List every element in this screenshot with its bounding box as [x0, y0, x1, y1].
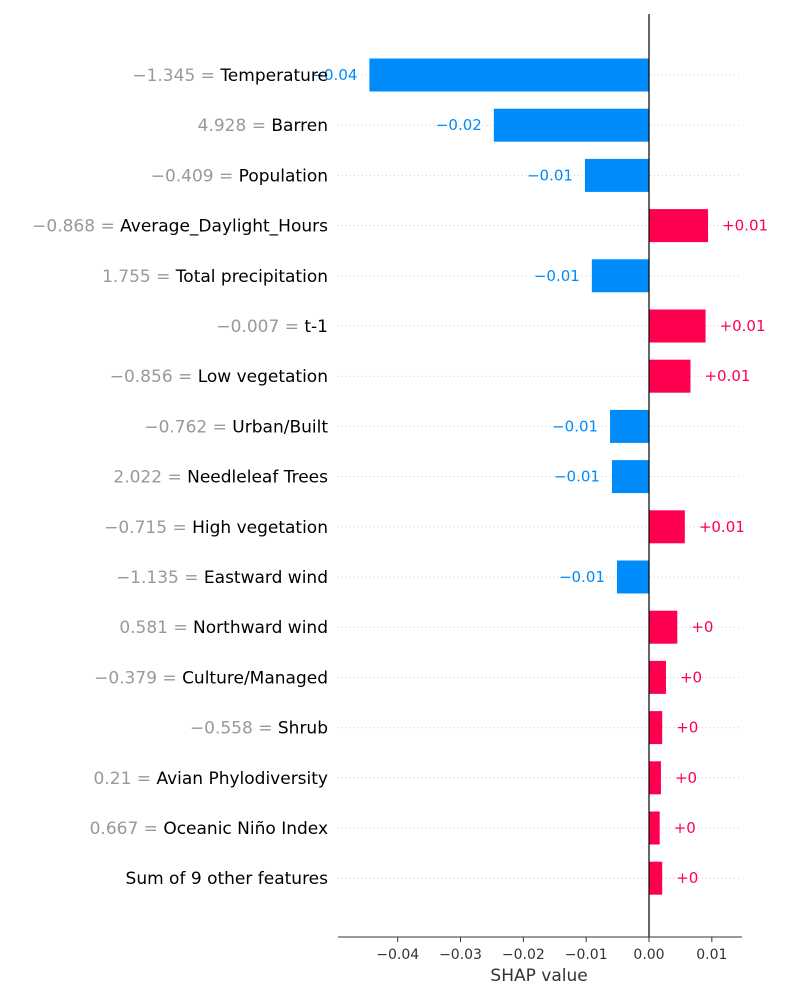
bar-value-label: +0: [675, 769, 697, 787]
feature-value-text: −0.715 =: [104, 518, 192, 538]
bar: [369, 58, 650, 92]
bar: [649, 359, 691, 393]
bar-value-label: +0: [680, 668, 702, 686]
feature-value-text: −0.007 =: [216, 317, 304, 337]
feature-value-text: 0.21 =: [94, 769, 157, 789]
x-axis-label: SHAP value: [490, 966, 587, 986]
feature-labels: −1.345 = Temperature 4.928 = Barren −0.409…: [32, 66, 328, 889]
feature-label: 0.667 = Oceanic Niño Index: [90, 819, 328, 839]
bar: [493, 108, 650, 142]
feature-value-text: 0.581 =: [119, 618, 193, 638]
bar: [649, 610, 678, 644]
feature-label: −0.379 = Culture/Managed: [94, 668, 328, 688]
bar: [610, 409, 650, 443]
bar: [649, 711, 663, 745]
bar-value-label: +0.01: [722, 217, 768, 235]
x-tick-label: 0.00: [633, 947, 664, 963]
feature-value-text: −0.762 =: [144, 417, 232, 437]
bar-value-label: +0: [676, 869, 698, 887]
feature-name-text: Low vegetation: [198, 367, 328, 387]
bar: [649, 510, 685, 544]
bar-value-label: −0.01: [559, 568, 605, 586]
feature-label: 2.022 = Needleleaf Trees: [113, 468, 328, 488]
feature-name-text: Total precipitation: [175, 267, 328, 287]
feature-name-text: Barren: [271, 116, 328, 136]
feature-name-text: Northward wind: [193, 618, 328, 638]
feature-name-text: Needleleaf Trees: [187, 468, 328, 488]
feature-label: −0.868 = Average_Daylight_Hours: [32, 217, 328, 237]
x-tick-label: 0.01: [696, 947, 727, 963]
bar: [649, 209, 709, 243]
bar: [611, 460, 650, 494]
feature-value-text: 2.022 =: [113, 468, 187, 488]
feature-name-text: Oceanic Niño Index: [163, 819, 328, 839]
feature-name-text: Avian Phylodiversity: [156, 769, 328, 789]
feature-value-text: −0.558 =: [190, 719, 278, 739]
bar: [616, 560, 650, 594]
feature-name-text: High vegetation: [192, 518, 328, 538]
feature-value-text: 1.755 =: [102, 267, 176, 287]
feature-value-text: 0.667 =: [90, 819, 164, 839]
x-tick-label: −0.02: [502, 947, 545, 963]
feature-value-text: −0.409 =: [151, 166, 239, 186]
bar: [649, 761, 661, 795]
bar: [649, 309, 706, 343]
feature-name-text: Eastward wind: [204, 568, 328, 588]
feature-value-text: −1.135 =: [116, 568, 204, 588]
bar: [584, 158, 650, 192]
bar-value-label: −0.01: [534, 267, 580, 285]
bar-value-labels: −0.04 −0.02 −0.01 +0.01 −0.01 +0.01 +0.01 −0.01…: [311, 66, 768, 887]
feature-name-text: t-1: [304, 317, 328, 337]
feature-value-text: −0.856 =: [110, 367, 198, 387]
bar-value-label: +0: [676, 719, 698, 737]
bar-value-label: +0.01: [699, 518, 745, 536]
x-tick-label: −0.04: [376, 947, 419, 963]
feature-name-text: Shrub: [278, 719, 328, 739]
feature-name-text: Average_Daylight_Hours: [120, 217, 328, 237]
bar-value-label: −0.04: [311, 66, 357, 84]
feature-label: −0.007 = t-1: [216, 317, 328, 337]
feature-name-text: Urban/Built: [232, 417, 328, 437]
bar: [649, 861, 663, 895]
feature-label: −0.409 = Population: [151, 166, 328, 186]
bar: [649, 660, 666, 694]
bar: [591, 259, 650, 293]
bars: [369, 58, 709, 895]
bar-value-label: +0.01: [720, 317, 766, 335]
x-tick-label: −0.01: [565, 947, 608, 963]
feature-label: −1.135 = Eastward wind: [116, 568, 328, 588]
bar: [649, 811, 660, 845]
bar-value-label: −0.01: [554, 468, 600, 486]
feature-label: −0.715 = High vegetation: [104, 518, 328, 538]
bar-value-label: +0: [691, 618, 713, 636]
feature-label: −0.762 = Urban/Built: [144, 417, 328, 437]
feature-label: 0.581 = Northward wind: [119, 618, 328, 638]
feature-value-text: −0.868 =: [32, 217, 120, 237]
feature-name-text: Temperature: [219, 66, 328, 86]
feature-label: 4.928 = Barren: [198, 116, 328, 136]
feature-label: −1.345 = Temperature: [132, 66, 328, 86]
bar-value-label: +0.01: [704, 367, 750, 385]
bar-value-label: +0: [674, 819, 696, 837]
feature-value-text: 4.928 =: [198, 116, 272, 136]
feature-label: 1.755 = Total precipitation: [102, 267, 328, 287]
feature-label: 0.21 = Avian Phylodiversity: [94, 769, 328, 789]
feature-value-text: −0.379 =: [94, 668, 182, 688]
bar-value-label: −0.01: [552, 417, 598, 435]
feature-label: −0.856 = Low vegetation: [110, 367, 328, 387]
bar-value-label: −0.01: [527, 166, 573, 184]
feature-name-text: Population: [239, 166, 328, 186]
bar-value-label: −0.02: [436, 116, 482, 134]
x-axis: −0.04 −0.03 −0.02 −0.01 0.00 0.01: [338, 936, 742, 963]
feature-name-text: Sum of 9 other features: [126, 869, 329, 889]
feature-value-text: −1.345 =: [132, 66, 220, 86]
feature-name-text: Culture/Managed: [182, 668, 328, 688]
row-grid-lines: [338, 74, 742, 879]
feature-label: Sum of 9 other features: [126, 869, 329, 889]
x-tick-label: −0.03: [439, 947, 482, 963]
feature-label: −0.558 = Shrub: [190, 719, 328, 739]
